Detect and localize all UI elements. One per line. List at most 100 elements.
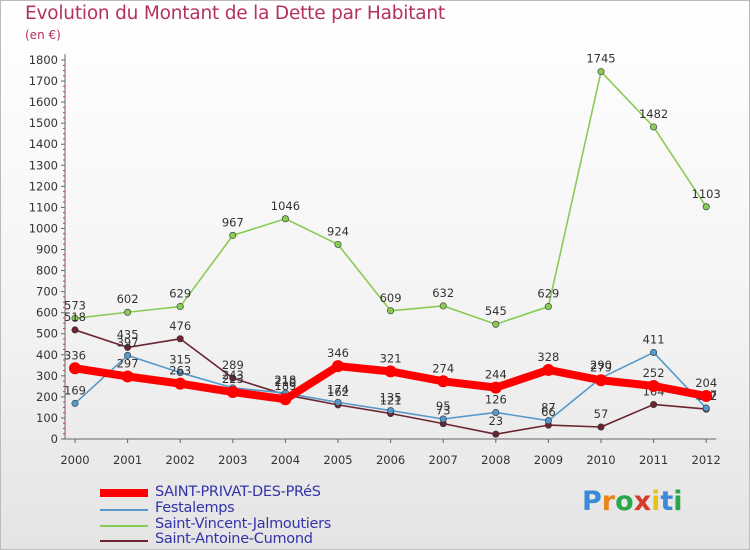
data-label-festalemps: 243 — [222, 368, 244, 382]
x-tick-label: 2009 — [534, 453, 563, 467]
data-point-saint-vincent-jalmoutiers — [281, 215, 289, 223]
y-tick-label: 700 — [36, 285, 58, 299]
legend-label-saint-privat: SAINT-PRIVAT-DES-PRéS — [155, 484, 321, 500]
logo-letter: t — [660, 486, 674, 517]
data-label-festalemps: 87 — [541, 401, 556, 415]
data-label-saint-privat-des-pre-s: 336 — [64, 348, 86, 362]
data-label-saint-vincent-jalmoutiers: 629 — [169, 287, 191, 301]
logo-letter: o — [615, 486, 634, 517]
data-point-saint-privat-des-pre-s — [279, 393, 292, 406]
data-label-saint-vincent-jalmoutiers: 609 — [380, 291, 402, 305]
data-point-saint-privat-des-pre-s — [647, 379, 660, 392]
data-point-saint-privat-des-pre-s — [332, 360, 344, 373]
data-point-saint-antoine-cumond — [650, 400, 658, 408]
data-point-saint-antoine-cumond — [492, 430, 500, 438]
data-point-saint-vincent-jalmoutiers — [229, 231, 237, 239]
data-label-saint-vincent-jalmoutiers: 632 — [432, 286, 454, 300]
data-label-saint-vincent-jalmoutiers: 1046 — [271, 199, 300, 213]
x-tick-label: 2001 — [113, 453, 142, 467]
legend-label-saint-antoine: Saint-Antoine-Cumond — [155, 531, 313, 547]
data-label-saint-privat-des-pre-s: 346 — [327, 346, 349, 360]
data-label-saint-antoine-cumond: 435 — [117, 327, 139, 341]
data-point-saint-vincent-jalmoutiers — [124, 308, 132, 316]
data-label-saint-antoine-cumond: 518 — [64, 310, 86, 324]
data-label-saint-antoine-cumond: 121 — [380, 394, 402, 408]
data-point-saint-privat-des-pre-s — [384, 365, 397, 378]
x-tick-label: 2004 — [271, 453, 300, 467]
data-label-saint-privat-des-pre-s: 328 — [537, 350, 559, 364]
chart-subtitle: (en €) — [25, 28, 61, 42]
data-point-saint-vincent-jalmoutiers — [702, 203, 710, 211]
data-label-festalemps: 169 — [64, 383, 86, 397]
y-tick-label: 300 — [36, 369, 58, 383]
x-tick-label: 2000 — [60, 453, 89, 467]
legend-swatch-saint-vincent — [100, 525, 148, 527]
data-point-festalemps — [124, 351, 132, 359]
x-tick-label: 2012 — [692, 453, 721, 467]
data-label-festalemps: 126 — [485, 392, 507, 406]
x-tick-label: 2005 — [323, 453, 352, 467]
y-tick-label: 1300 — [29, 158, 58, 172]
data-label-saint-privat-des-pre-s: 321 — [380, 351, 402, 365]
data-point-saint-antoine-cumond — [229, 374, 237, 382]
data-label-saint-privat-des-pre-s: 274 — [432, 361, 454, 375]
legend-label-saint-vincent: Saint-Vincent-Jalmoutiers — [155, 516, 332, 532]
data-label-saint-vincent-jalmoutiers: 602 — [117, 292, 139, 306]
data-label-saint-vincent-jalmoutiers: 1482 — [639, 107, 668, 121]
y-tick-label: 100 — [36, 411, 58, 425]
data-point-festalemps — [544, 417, 552, 425]
y-tick-label: 400 — [36, 348, 58, 362]
data-label-saint-antoine-cumond: 57 — [594, 407, 609, 421]
data-label-festalemps: 397 — [117, 335, 139, 349]
data-label-saint-privat-des-pre-s: 223 — [222, 372, 244, 386]
data-point-saint-vincent-jalmoutiers — [334, 240, 342, 248]
proxiti-logo: Proxiti — [582, 486, 683, 517]
data-point-festalemps — [702, 404, 710, 412]
data-label-saint-antoine-cumond: 66 — [541, 405, 556, 419]
legend-swatch-saint-antoine — [100, 540, 148, 542]
y-tick-label: 1200 — [29, 179, 58, 193]
data-label-saint-vincent-jalmoutiers: 573 — [64, 298, 86, 312]
y-tick-label: 1600 — [29, 95, 58, 109]
x-tick-label: 2006 — [376, 453, 405, 467]
legend-label-festalemps: Festalemps — [155, 500, 235, 516]
data-point-saint-antoine-cumond — [71, 326, 79, 334]
x-tick-label: 2008 — [481, 453, 510, 467]
data-label-festalemps: 174 — [327, 382, 349, 396]
data-label-saint-antoine-cumond: 73 — [436, 404, 451, 418]
y-tick-label: 600 — [36, 306, 58, 320]
data-label-saint-privat-des-pre-s: 279 — [590, 360, 612, 374]
data-point-festalemps — [492, 408, 500, 416]
logo-letter: r — [601, 486, 616, 517]
data-point-saint-antoine-cumond — [597, 423, 605, 431]
data-label-saint-antoine-cumond: 476 — [169, 319, 191, 333]
data-label-saint-vincent-jalmoutiers: 967 — [222, 215, 244, 229]
data-point-saint-vincent-jalmoutiers — [71, 314, 79, 322]
data-label-saint-antoine-cumond: 210 — [274, 375, 296, 389]
legend-swatch-saint-privat — [100, 489, 148, 497]
data-point-saint-privat-des-pre-s — [174, 377, 187, 390]
data-point-festalemps — [176, 369, 184, 377]
x-tick-label: 2007 — [429, 453, 458, 467]
data-point-saint-privat-des-pre-s — [69, 362, 81, 375]
x-tick-label: 2002 — [166, 453, 195, 467]
data-point-saint-privat-des-pre-s — [542, 363, 555, 376]
data-point-festalemps — [650, 348, 658, 356]
data-point-saint-privat-des-pre-s — [226, 386, 239, 399]
data-label-saint-privat-des-pre-s: 252 — [643, 366, 665, 380]
data-point-saint-vincent-jalmoutiers — [176, 303, 184, 311]
data-label-festalemps: 411 — [643, 332, 665, 346]
data-point-saint-privat-des-pre-s — [489, 381, 502, 394]
data-point-festalemps — [71, 399, 79, 407]
data-point-saint-privat-des-pre-s — [595, 374, 607, 387]
legend-swatch-festalemps — [100, 509, 148, 511]
y-tick-label: 1000 — [29, 221, 58, 235]
logo-letter: x — [633, 486, 652, 517]
y-tick-label: 200 — [36, 390, 58, 404]
y-tick-label: 1700 — [29, 74, 58, 88]
y-tick-label: 1100 — [29, 200, 58, 214]
data-point-saint-vincent-jalmoutiers — [650, 123, 658, 131]
data-label-festalemps: 135 — [380, 391, 402, 405]
